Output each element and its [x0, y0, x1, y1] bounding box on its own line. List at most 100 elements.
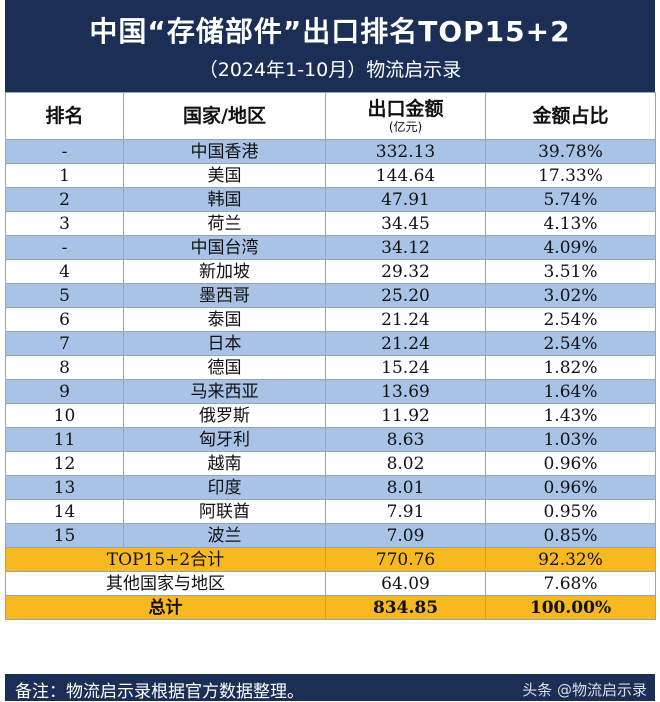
cell-rank[interactable]: 4 [5, 259, 124, 284]
cell-country[interactable]: 墨西哥 [123, 283, 326, 308]
cell-amount[interactable]: 8.63 [325, 427, 486, 452]
cell-share[interactable]: 4.13% [485, 211, 656, 236]
summary-top-label[interactable]: TOP15+2合计 [5, 547, 326, 572]
cell-rank[interactable]: 3 [5, 211, 124, 236]
cell-share[interactable]: 1.03% [485, 427, 656, 452]
cell-amount[interactable]: 7.09 [325, 523, 486, 548]
cell-amount[interactable]: 21.24 [325, 331, 486, 356]
cell-amount[interactable]: 25.20 [325, 283, 486, 308]
table-row: 12 越南 8.02 0.96% [5, 451, 656, 476]
summary-row-total: 总计 834.85 100.00% [5, 595, 656, 620]
watermark: 头条 @物流启示录 [522, 681, 647, 699]
cell-rank[interactable]: 6 [5, 307, 124, 332]
cell-rank[interactable]: 15 [5, 523, 124, 548]
cell-rank[interactable]: 8 [5, 355, 124, 380]
cell-rank[interactable]: 1 [5, 163, 124, 188]
cell-share[interactable]: 3.51% [485, 259, 656, 284]
table-row: 13 印度 8.01 0.96% [5, 475, 656, 500]
cell-share[interactable]: 4.09% [485, 235, 656, 260]
summary-other-label[interactable]: 其他国家与地区 [5, 571, 326, 596]
cell-amount[interactable]: 34.12 [325, 235, 486, 260]
cell-amount[interactable]: 7.91 [325, 499, 486, 524]
table-row: 3 荷兰 34.45 4.13% [5, 211, 656, 236]
cell-share[interactable]: 0.96% [485, 475, 656, 500]
header-amount[interactable]: 出口金额 (亿元) [325, 92, 486, 140]
cell-share[interactable]: 1.43% [485, 403, 656, 428]
summary-other-amount[interactable]: 64.09 [325, 571, 486, 596]
summary-top-share[interactable]: 92.32% [485, 547, 656, 572]
cell-share[interactable]: 17.33% [485, 163, 656, 188]
cell-share[interactable]: 0.96% [485, 451, 656, 476]
cell-share[interactable]: 1.82% [485, 355, 656, 380]
cell-country[interactable]: 新加坡 [123, 259, 326, 284]
cell-amount[interactable]: 8.01 [325, 475, 486, 500]
summary-row-other: 其他国家与地区 64.09 7.68% [5, 571, 656, 596]
summary-total-share[interactable]: 100.00% [485, 595, 656, 620]
table-row: 10 俄罗斯 11.92 1.43% [5, 403, 656, 428]
cell-country[interactable]: 泰国 [123, 307, 326, 332]
cell-share[interactable]: 5.74% [485, 187, 656, 212]
cell-country[interactable]: 俄罗斯 [123, 403, 326, 428]
cell-country[interactable]: 美国 [123, 163, 326, 188]
cell-share[interactable]: 2.54% [485, 331, 656, 356]
cell-amount[interactable]: 47.91 [325, 187, 486, 212]
cell-rank[interactable]: 12 [5, 451, 124, 476]
table-row: 9 马来西亚 13.69 1.64% [5, 379, 656, 404]
cell-country[interactable]: 阿联酋 [123, 499, 326, 524]
cell-amount[interactable]: 13.69 [325, 379, 486, 404]
footer-note: 备注：物流启示录根据官方数据整理。 [15, 682, 304, 702]
cell-rank[interactable]: 7 [5, 331, 124, 356]
header-amount-unit: (亿元) [388, 120, 423, 134]
cell-amount[interactable]: 15.24 [325, 355, 486, 380]
cell-rank[interactable]: - [5, 235, 124, 260]
cell-amount[interactable]: 8.02 [325, 451, 486, 476]
cell-amount[interactable]: 144.64 [325, 163, 486, 188]
cell-country[interactable]: 波兰 [123, 523, 326, 548]
cell-share[interactable]: 3.02% [485, 283, 656, 308]
cell-country[interactable]: 荷兰 [123, 211, 326, 236]
cell-amount[interactable]: 332.13 [325, 139, 486, 164]
cell-rank[interactable]: 2 [5, 187, 124, 212]
summary-total-label[interactable]: 总计 [5, 595, 326, 620]
export-ranking-table: 排名 国家/地区 出口金额 (亿元) 金额占比 - 中国香港 332.13 39.78… [5, 92, 656, 620]
cell-share[interactable]: 1.64% [485, 379, 656, 404]
summary-other-share[interactable]: 7.68% [485, 571, 656, 596]
page-subtitle: （2024年1-10月）物流启示录 [198, 59, 462, 81]
title-band: 中国“存储部件”出口排名TOP15+2 （2024年1-10月）物流启示录 [5, 0, 655, 92]
cell-country[interactable]: 日本 [123, 331, 326, 356]
cell-share[interactable]: 39.78% [485, 139, 656, 164]
footer-band: 备注：物流启示录根据官方数据整理。 头条 @物流启示录 [5, 674, 655, 702]
cell-country[interactable]: 马来西亚 [123, 379, 326, 404]
cell-share[interactable]: 0.95% [485, 499, 656, 524]
header-country[interactable]: 国家/地区 [123, 92, 326, 140]
cell-amount[interactable]: 29.32 [325, 259, 486, 284]
cell-share[interactable]: 2.54% [485, 307, 656, 332]
table-row: 7 日本 21.24 2.54% [5, 331, 656, 356]
cell-country[interactable]: 韩国 [123, 187, 326, 212]
cell-country[interactable]: 中国香港 [123, 139, 326, 164]
table-row: 6 泰国 21.24 2.54% [5, 307, 656, 332]
table-row: 15 波兰 7.09 0.85% [5, 523, 656, 548]
cell-amount[interactable]: 11.92 [325, 403, 486, 428]
cell-amount[interactable]: 34.45 [325, 211, 486, 236]
cell-country[interactable]: 匈牙利 [123, 427, 326, 452]
cell-rank[interactable]: 9 [5, 379, 124, 404]
cell-rank[interactable]: 14 [5, 499, 124, 524]
cell-rank[interactable]: 10 [5, 403, 124, 428]
cell-rank[interactable]: 13 [5, 475, 124, 500]
summary-top-amount[interactable]: 770.76 [325, 547, 486, 572]
summary-total-amount[interactable]: 834.85 [325, 595, 486, 620]
header-share[interactable]: 金额占比 [485, 92, 656, 140]
header-rank[interactable]: 排名 [5, 92, 124, 140]
cell-country[interactable]: 印度 [123, 475, 326, 500]
cell-amount[interactable]: 21.24 [325, 307, 486, 332]
cell-country[interactable]: 越南 [123, 451, 326, 476]
cell-rank[interactable]: 11 [5, 427, 124, 452]
table-row: - 中国台湾 34.12 4.09% [5, 235, 656, 260]
cell-rank[interactable]: - [5, 139, 124, 164]
table-row: 14 阿联酋 7.91 0.95% [5, 499, 656, 524]
cell-rank[interactable]: 5 [5, 283, 124, 308]
cell-share[interactable]: 0.85% [485, 523, 656, 548]
cell-country[interactable]: 德国 [123, 355, 326, 380]
cell-country[interactable]: 中国台湾 [123, 235, 326, 260]
